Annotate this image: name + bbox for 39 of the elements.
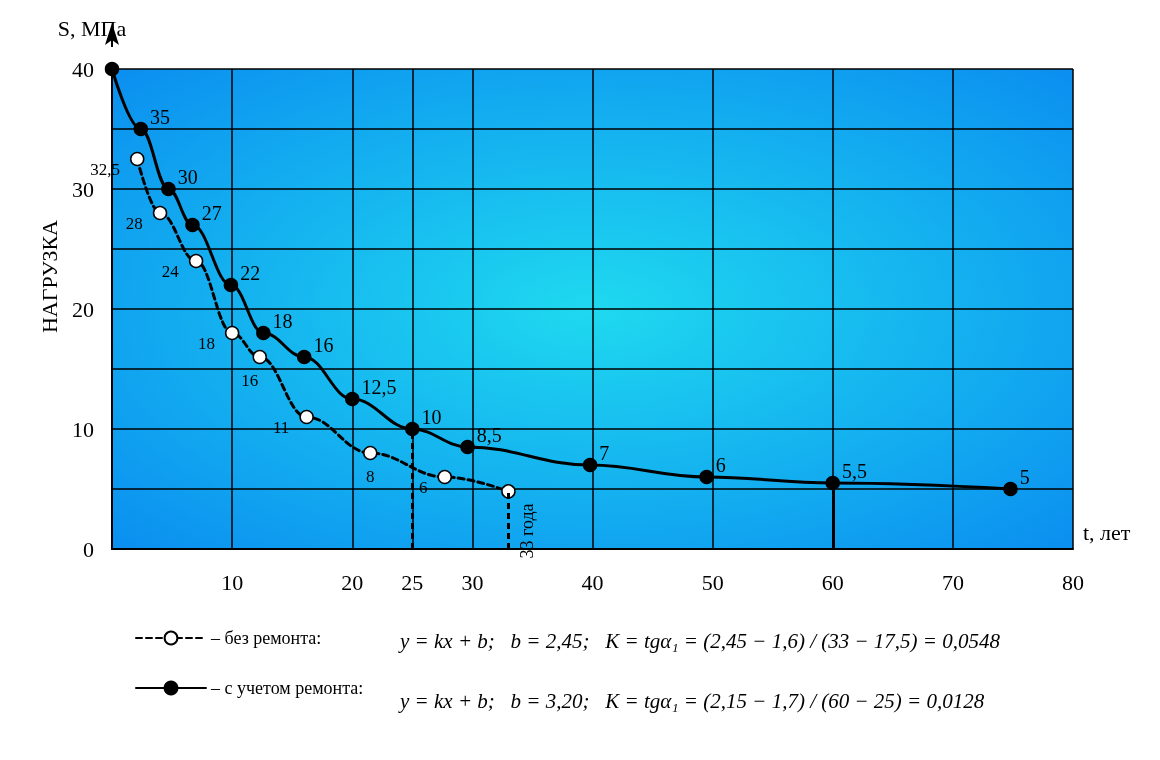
data-label: 5	[1019, 466, 1030, 488]
x-tick-label: 20	[341, 569, 364, 595]
data-label: 35	[150, 106, 171, 128]
y-tick-label: 10	[72, 416, 94, 442]
x-tick-label: 25	[401, 569, 424, 595]
data-label: 18	[197, 333, 215, 353]
y-tick-label: 30	[72, 176, 94, 202]
x-tick-label: 40	[581, 569, 604, 595]
x-tick-label: 70	[941, 569, 964, 595]
x-tick-label: 30	[461, 569, 484, 595]
x-axis-title: t, лет	[1083, 519, 1131, 545]
x-tick-label: 80	[1062, 569, 1084, 595]
data-label: 30	[177, 166, 198, 188]
data-label: 8,5	[476, 424, 502, 446]
x-tick-label: 60	[821, 569, 844, 595]
data-label: 6	[715, 454, 726, 476]
annotation: 33 года	[517, 503, 538, 559]
data-label: 10	[421, 406, 442, 428]
text: НАГРУЗКА	[36, 219, 62, 334]
data-label: 7	[599, 442, 610, 464]
y-tick-label: 0	[83, 536, 94, 562]
legend-label: – без ремонта:	[210, 628, 322, 648]
data-label: 27	[201, 202, 222, 224]
data-label: 5,5	[842, 460, 867, 482]
y-tick-label: 40	[72, 56, 94, 82]
text: y = kx + b; b = 3,20; K = tgα₁ = (2,15 − 1,7) / (60 − 25) = 0,0128	[398, 688, 985, 713]
legend-label: – с учетом ремонта:	[210, 678, 364, 698]
text: y = kx + b; b = 2,45; K = tgα₁ = (2,45 − 1,6) / (33 − 17,5) = 0,0548	[398, 628, 1001, 653]
data-label: 18	[272, 310, 293, 332]
data-label: 16	[313, 334, 334, 356]
data-label: 12,5	[361, 376, 397, 398]
x-tick-label: 10	[221, 569, 244, 595]
data-label: 28	[125, 213, 143, 233]
data-label: 22	[240, 262, 261, 284]
x-tick-label: 50	[701, 569, 724, 595]
data-label: 8	[366, 467, 375, 487]
y-tick-label: 20	[72, 296, 94, 322]
data-label: 24	[161, 261, 180, 281]
data-label: 16	[241, 371, 259, 391]
